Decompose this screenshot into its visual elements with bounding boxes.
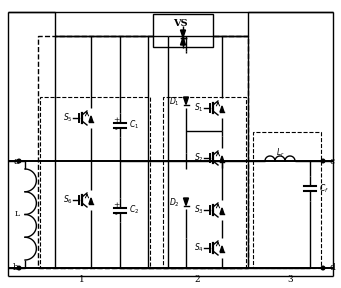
Text: $C_2$: $C_2$ xyxy=(129,204,139,216)
Text: $S_2$: $S_2$ xyxy=(194,152,204,164)
Text: a: a xyxy=(13,156,18,166)
Polygon shape xyxy=(89,198,93,204)
Polygon shape xyxy=(220,246,224,252)
Text: b: b xyxy=(13,264,19,272)
Text: $D_2$: $D_2$ xyxy=(168,197,179,209)
Circle shape xyxy=(17,266,21,270)
Polygon shape xyxy=(220,208,224,214)
Text: -: - xyxy=(115,126,117,134)
Bar xyxy=(153,14,213,47)
Text: VS: VS xyxy=(173,20,187,29)
Text: c: c xyxy=(329,156,334,166)
Text: 3: 3 xyxy=(287,276,293,285)
Text: -: - xyxy=(115,211,117,219)
Bar xyxy=(163,97,246,268)
Polygon shape xyxy=(180,30,186,37)
Polygon shape xyxy=(183,97,189,105)
Text: 2: 2 xyxy=(194,276,200,285)
Text: $C_f$: $C_f$ xyxy=(319,182,329,195)
Text: +: + xyxy=(113,201,119,209)
Text: L: L xyxy=(15,211,19,219)
Circle shape xyxy=(17,159,21,163)
Polygon shape xyxy=(220,156,224,162)
Text: 1: 1 xyxy=(79,276,85,285)
Text: $S_1$: $S_1$ xyxy=(194,102,204,114)
Text: $S_3$: $S_3$ xyxy=(194,204,204,216)
Text: $S_6$: $S_6$ xyxy=(63,194,73,206)
Text: +: + xyxy=(113,116,119,124)
Text: $L_r$: $L_r$ xyxy=(276,147,284,159)
Polygon shape xyxy=(183,198,189,206)
Text: $S_4$: $S_4$ xyxy=(194,242,204,254)
Text: $C_1$: $C_1$ xyxy=(129,119,139,131)
Polygon shape xyxy=(180,37,186,45)
Bar xyxy=(253,132,321,268)
Polygon shape xyxy=(89,116,93,122)
Bar xyxy=(40,97,150,268)
Text: d: d xyxy=(329,264,335,272)
Circle shape xyxy=(321,159,325,163)
Text: $S_5$: $S_5$ xyxy=(63,112,73,124)
Circle shape xyxy=(321,266,325,270)
Bar xyxy=(38,36,248,268)
Polygon shape xyxy=(220,106,224,112)
Text: $D_1$: $D_1$ xyxy=(169,96,179,108)
